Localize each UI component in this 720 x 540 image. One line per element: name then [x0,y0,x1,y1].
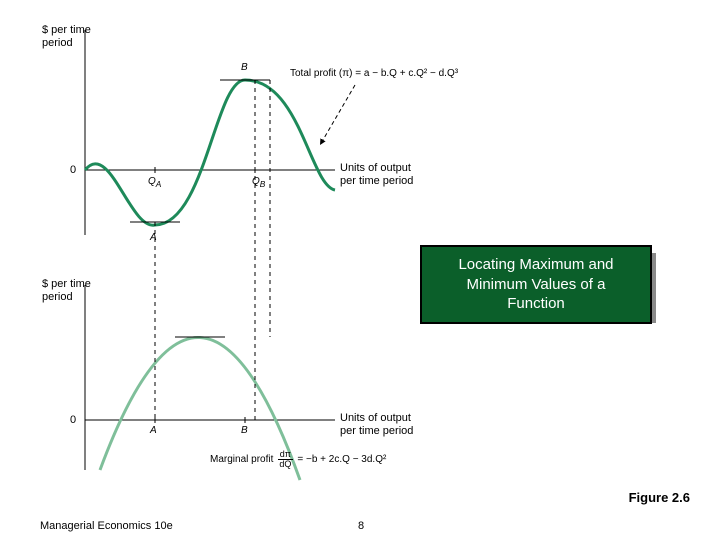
callout-line3: Function [436,294,636,314]
footer-text: Managerial Economics 10e [40,520,173,532]
qa-label: QA [148,176,161,189]
top-point-B: B [241,62,248,73]
callout-line1: Locating Maximum and [436,255,636,275]
bottom-point-B: B [241,425,248,436]
top-point-A: A [150,232,157,243]
page-number: 8 [358,520,364,532]
callout-box: Locating Maximum and Minimum Values of a… [420,245,652,324]
callout-line2: Minimum Values of a [436,275,636,295]
bottom-zero-label: 0 [70,414,76,427]
bottom-point-A: A [150,425,157,436]
total-profit-equation: Total profit (π) = a − b.Q + c.Q² − d.Q³ [290,68,458,80]
qb-label: QB [252,176,265,189]
top-zero-label: 0 [70,164,76,177]
bottom-y-axis-label: $ per timeperiod [42,278,112,303]
figure-label: Figure 2.6 [629,490,690,505]
bottom-x-axis-label: Units of outputper time period [340,412,440,437]
top-y-axis-label: $ per timeperiod [42,24,112,49]
marginal-profit-equation: Marginal profit dπ dQ = −b + 2c.Q − 3d.Q… [210,450,386,469]
top-x-axis-label: Units of outputper time period [340,162,440,187]
